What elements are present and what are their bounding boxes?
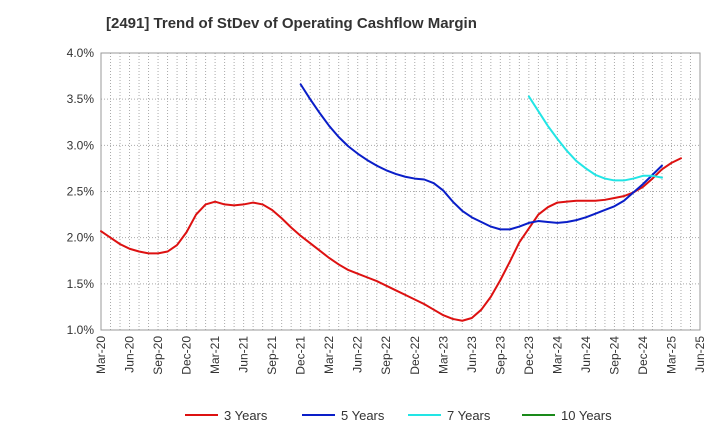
series-lines bbox=[100, 83, 682, 322]
legend: 3 Years 5 Years 7 Years 10 Years bbox=[185, 408, 612, 423]
x-tick-label: Sep-22 bbox=[379, 336, 393, 375]
legend-label: 3 Years bbox=[224, 408, 268, 423]
y-tick-label: 2.0% bbox=[67, 231, 95, 245]
plot-area bbox=[100, 52, 701, 331]
x-tick-label: Dec-22 bbox=[408, 336, 422, 375]
x-tick-label: Jun-25 bbox=[693, 336, 707, 373]
x-tick-label: Jun-20 bbox=[123, 336, 137, 373]
y-axis-ticks: 1.0% 1.5% 2.0% 2.5% 3.0% 3.5% 4.0% bbox=[67, 46, 95, 337]
series-line-3-years bbox=[100, 157, 682, 322]
x-tick-label: Dec-21 bbox=[294, 336, 308, 375]
y-tick-label: 3.0% bbox=[67, 138, 95, 152]
x-tick-label: Mar-23 bbox=[436, 336, 450, 374]
x-tick-label: Jun-22 bbox=[351, 336, 365, 373]
y-tick-label: 3.5% bbox=[67, 92, 95, 106]
chart-title: [2491] Trend of StDev of Operating Cashf… bbox=[106, 15, 477, 32]
x-tick-label: Jun-24 bbox=[579, 336, 593, 373]
x-tick-label: Mar-21 bbox=[208, 336, 222, 374]
gridlines bbox=[101, 53, 700, 330]
series-line-5-years bbox=[299, 83, 663, 231]
x-tick-label: Mar-22 bbox=[322, 336, 336, 374]
legend-label: 7 Years bbox=[447, 408, 491, 423]
series-line-7-years bbox=[527, 95, 663, 182]
x-tick-label: Mar-25 bbox=[664, 336, 678, 374]
x-tick-label: Mar-24 bbox=[550, 336, 564, 374]
y-tick-label: 2.5% bbox=[67, 185, 95, 199]
y-tick-label: 4.0% bbox=[67, 46, 95, 60]
x-tick-label: Sep-23 bbox=[493, 336, 507, 375]
legend-label: 10 Years bbox=[561, 408, 612, 423]
x-tick-label: Sep-24 bbox=[607, 336, 621, 375]
x-tick-label: Jun-23 bbox=[465, 336, 479, 373]
x-tick-label: Mar-20 bbox=[94, 336, 108, 374]
y-tick-label: 1.0% bbox=[67, 323, 95, 337]
x-tick-label: Dec-20 bbox=[180, 336, 194, 375]
y-tick-label: 1.5% bbox=[67, 277, 95, 291]
x-tick-label: Sep-20 bbox=[151, 336, 165, 375]
legend-label: 5 Years bbox=[341, 408, 385, 423]
x-tick-label: Sep-21 bbox=[265, 336, 279, 375]
x-tick-label: Jun-21 bbox=[237, 336, 251, 373]
x-axis-ticks: Mar-20 Jun-20 Sep-20 Dec-20 Mar-21 Jun-21 Sep-… bbox=[94, 336, 707, 375]
x-tick-label: Dec-24 bbox=[636, 336, 650, 375]
x-tick-label: Dec-23 bbox=[522, 336, 536, 375]
